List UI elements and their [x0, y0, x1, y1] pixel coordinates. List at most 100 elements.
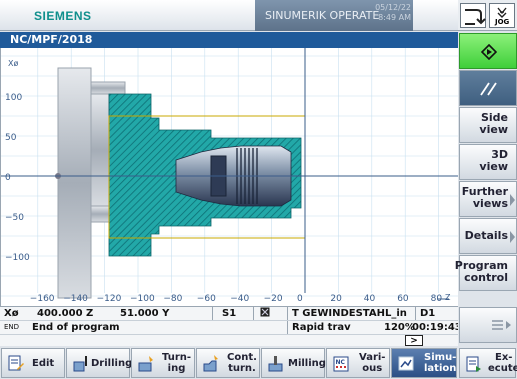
z-position-value: 51.000 Y — [120, 308, 170, 319]
status-row-position: Xø 400.000 Z 51.000 Y S1 T GEWINDESTAHL_… — [0, 306, 458, 321]
axis-label: Xø — [4, 308, 19, 319]
details-softkey[interactable]: Details — [459, 218, 517, 254]
grid — [1, 48, 459, 297]
drilling-softkey[interactable]: Drilling — [66, 348, 133, 378]
x-tick-label: 20 — [330, 294, 342, 304]
feed-mode: Rapid trav — [292, 322, 351, 333]
x-tick-label: −160 — [30, 294, 55, 304]
simulation-label: Simu- lation — [424, 352, 457, 374]
various-softkey[interactable]: NC Vari- ous — [326, 348, 390, 378]
vertical-softkey-bar: Side view 3D view Further views Details … — [455, 31, 517, 346]
program-control-label: Program control — [454, 259, 508, 284]
drilling-icon — [73, 356, 87, 372]
x-tick-labels: −160 −140 −120 −100 −80 −60 −40 −20 0 20 40 60 80 — [30, 294, 443, 304]
edit-icon — [8, 355, 24, 371]
y-axis-label: Xø — [8, 59, 18, 68]
simulation-icon — [398, 356, 414, 371]
program-state-prefix: END — [4, 323, 20, 331]
product-name: SINUMERIK OPERATE — [265, 9, 380, 22]
jog-label: JOG — [495, 18, 510, 26]
simulation-canvas[interactable]: −160 −140 −120 −100 −80 −60 −40 −20 0 20 40 60 80 10… — [0, 48, 459, 306]
contour-turning-icon — [203, 355, 218, 372]
x-position-value: 400.000 Z — [37, 308, 94, 319]
various-label: Vari- ous — [359, 352, 386, 374]
edit-label: Edit — [32, 358, 55, 369]
x-tick-label: −100 — [130, 294, 155, 304]
cycle-start-softkey[interactable] — [459, 33, 517, 69]
y-tick-label: −50 — [5, 213, 24, 223]
side-view-softkey[interactable]: Side view — [459, 107, 517, 143]
parallel-lines-icon — [480, 82, 497, 96]
3d-view-label: 3D view — [479, 148, 508, 173]
x-tick-label: 40 — [364, 294, 376, 304]
chevron-right-icon — [510, 231, 515, 243]
milling-label: Milling — [288, 358, 326, 369]
y-tick-label: 100 — [5, 93, 22, 103]
program-state: End of program — [32, 322, 120, 333]
tool-type-icon — [260, 307, 270, 320]
time-text: 8:49 AM — [378, 13, 411, 22]
horizontal-softkey-bar: Edit Drilling Turn- ing Cont. turn. Mill… — [0, 346, 517, 379]
chuck-graphic — [55, 67, 126, 299]
execute-softkey[interactable]: Ex- ecute — [459, 348, 517, 378]
siemens-logo: SIEMENS — [34, 9, 92, 23]
date-time: 05/12/22 8:49 AM — [375, 3, 411, 23]
x-tick-label: −80 — [163, 294, 182, 304]
milling-icon — [268, 356, 283, 372]
x-tick-label: −140 — [63, 294, 88, 304]
jog-mode-icon[interactable]: JOG — [489, 3, 515, 28]
further-views-softkey[interactable]: Further views — [459, 181, 517, 217]
side-view-label: Side view — [479, 111, 508, 136]
x-tick-label: −20 — [264, 294, 283, 304]
details-label: Details — [464, 229, 508, 242]
scroll-right-button[interactable]: > — [405, 335, 423, 346]
svg-text:NC: NC — [336, 359, 346, 366]
d-number: D1 — [420, 308, 436, 319]
x-tick-label: −40 — [230, 294, 249, 304]
simulation-softkey[interactable]: Simu- lation — [391, 348, 457, 378]
execute-icon — [466, 356, 481, 372]
x-tick-label: 0 — [297, 294, 303, 304]
date-text: 05/12/22 — [375, 3, 411, 12]
menu-list-icon — [492, 320, 511, 330]
header-icons: JOG — [458, 0, 517, 31]
product-banner: SINUMERIK OPERATE 05/12/22 8:49 AM — [255, 0, 413, 31]
elapsed-time: 00:19:43 — [412, 322, 462, 333]
edit-softkey[interactable]: Edit — [1, 348, 65, 378]
y-tick-label: −100 — [5, 253, 30, 263]
x-tick-label: −60 — [197, 294, 216, 304]
program-path: NC/MPF/2018 — [0, 32, 458, 48]
header-bar: SIEMENS SINUMERIK OPERATE 05/12/22 8:49 … — [0, 0, 458, 31]
feed-override: 120% — [384, 322, 415, 333]
contour-turning-label: Cont. turn. — [227, 352, 257, 374]
program-control-softkey[interactable]: Program control — [455, 255, 517, 291]
start-icon — [481, 44, 497, 60]
contour-turning-softkey[interactable]: Cont. turn. — [196, 348, 260, 378]
drilling-label: Drilling — [91, 358, 133, 369]
parallel-softkey[interactable] — [459, 70, 517, 106]
y-tick-labels: 100 50 0 −50 −100 — [5, 93, 30, 263]
menu-extension-softkey[interactable] — [459, 307, 517, 343]
tool-name: T GEWINDESTAHL_in — [292, 308, 407, 319]
turning-icon — [138, 356, 153, 372]
execute-label: Ex- ecute — [488, 352, 517, 374]
status-row-scroll: > — [0, 334, 458, 346]
spindle-label: S1 — [222, 308, 237, 319]
status-row-program: END End of program Rapid trav 120% 00:19… — [0, 320, 462, 335]
milling-softkey[interactable]: Milling — [261, 348, 326, 378]
x-axis-label: Z — [445, 293, 451, 302]
x-tick-label: −120 — [97, 294, 122, 304]
further-views-label: Further views — [461, 185, 508, 210]
channel-switch-icon[interactable] — [460, 3, 486, 28]
3d-view-softkey[interactable]: 3D view — [459, 144, 517, 180]
turning-softkey[interactable]: Turn- ing — [131, 348, 195, 378]
x-tick-label: 60 — [397, 294, 409, 304]
simulation-graphic: −160 −140 −120 −100 −80 −60 −40 −20 0 20 40 60 80 10… — [1, 48, 459, 304]
y-tick-label: 0 — [5, 173, 11, 183]
chevron-right-icon — [510, 194, 515, 206]
various-icon: NC — [333, 356, 349, 372]
x-tick-label: 80 — [431, 294, 443, 304]
turning-label: Turn- ing — [162, 352, 192, 374]
y-tick-label: 50 — [5, 133, 17, 143]
